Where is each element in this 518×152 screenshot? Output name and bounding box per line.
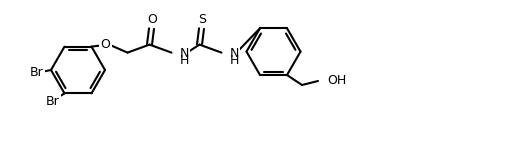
Text: O: O [100,38,110,51]
Text: Br: Br [30,67,44,79]
Text: OH: OH [327,74,346,86]
Text: H: H [180,54,189,67]
Text: N: N [229,47,239,60]
Text: Br: Br [46,95,60,108]
Text: H: H [229,54,239,67]
Text: N: N [180,47,189,60]
Text: S: S [198,13,207,26]
Text: O: O [148,13,157,26]
